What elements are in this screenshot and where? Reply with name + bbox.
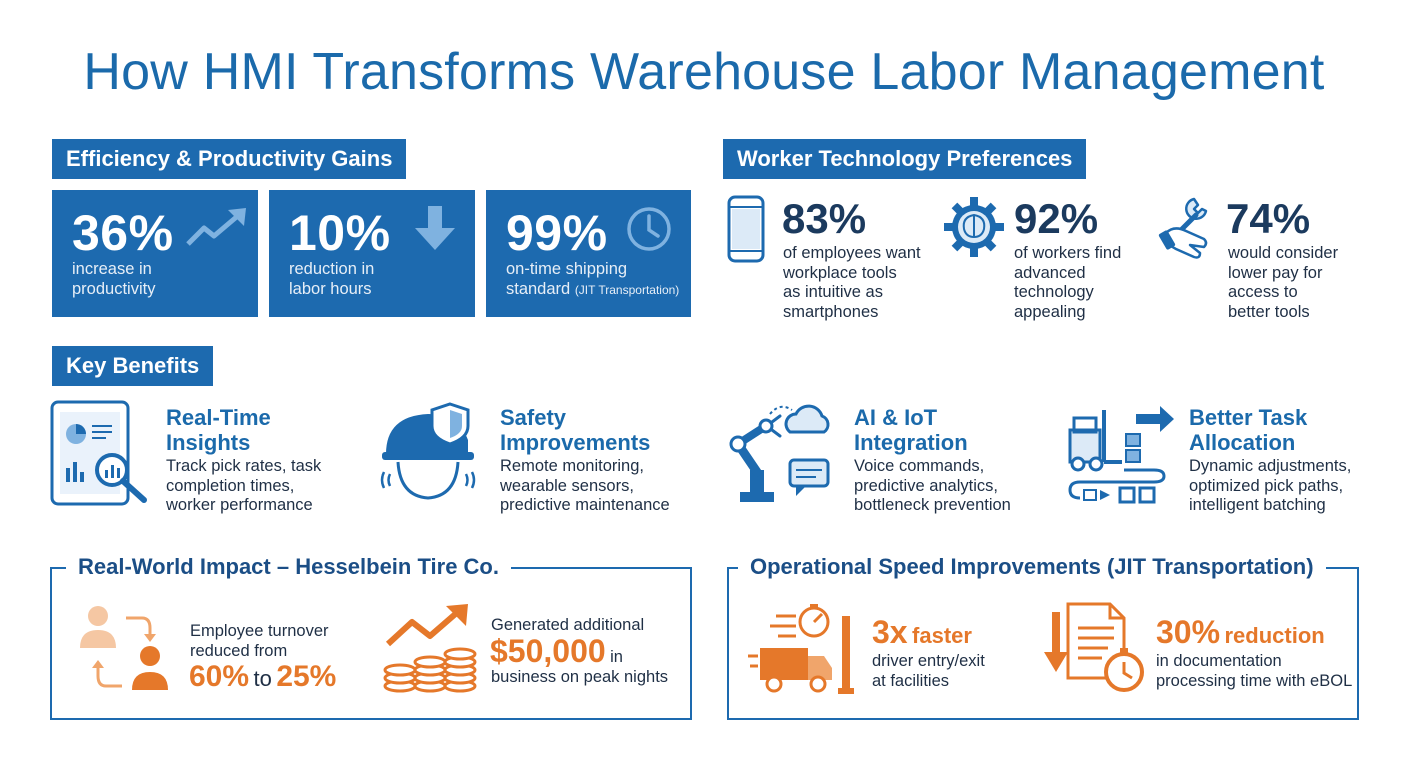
driver-line: at facilities xyxy=(872,671,950,690)
docs-line: processing time with eBOL xyxy=(1156,671,1353,690)
stat-line: on-time shipping xyxy=(506,260,628,278)
turnover-line: Employee turnover xyxy=(190,622,329,640)
driver-value: 3x xyxy=(872,614,908,650)
stat-labor-hours: 10% reduction in labor hours xyxy=(269,190,475,317)
benefit-better-task-allocation: Better Task Allocation Dynamic adjustmen… xyxy=(1064,400,1384,520)
business-in-word: in xyxy=(610,648,623,666)
stat-value: 36% xyxy=(72,205,174,261)
clock-icon xyxy=(627,207,671,251)
turnover-to-word: to xyxy=(253,666,272,691)
benefit-ai-iot-integration: AI & IoT Integration Voice commands, pre… xyxy=(724,400,1044,520)
pref-better-tools: 74% would consider lower pay for access … xyxy=(1158,195,1370,325)
efficiency-heading: Efficiency & Productivity Gains xyxy=(52,139,407,179)
benefit-safety-improvements: Safety Improvements Remote monitoring, w… xyxy=(378,400,698,520)
pref-line: lower pay for xyxy=(1228,263,1323,282)
benefit-title: Safety xyxy=(500,405,567,430)
gear-brain-icon xyxy=(944,197,1004,257)
coins-growth-icon xyxy=(383,604,477,693)
hardhat-shield-icon xyxy=(380,402,476,500)
docs-line: in documentation xyxy=(1156,652,1282,670)
preferences-heading: Worker Technology Preferences xyxy=(723,139,1087,179)
benefit-line: optimized pick paths, xyxy=(1189,476,1344,495)
benefit-title: Real-Time xyxy=(166,405,271,430)
page-title: How HMI Transforms Warehouse Labor Manag… xyxy=(83,43,1325,101)
impact-heading: Real-World Impact – Hesselbein Tire Co. xyxy=(66,554,511,580)
business-line: Generated additional xyxy=(491,616,645,634)
stat-value: 99% xyxy=(506,205,608,261)
benefit-title: AI & IoT xyxy=(854,405,938,430)
pref-line: as intuitive as xyxy=(783,283,883,301)
driver-line: driver entry/exit xyxy=(872,652,985,670)
benefit-line: completion times, xyxy=(166,476,295,495)
pref-line: access to xyxy=(1228,283,1298,301)
pref-line: of employees want xyxy=(783,244,921,262)
pref-line: advanced xyxy=(1014,263,1086,282)
stat-line: productivity xyxy=(72,279,156,298)
stat-line: increase in xyxy=(72,260,152,278)
docs-value: 30% xyxy=(1156,614,1221,650)
business-amount: $50,000 xyxy=(490,633,606,669)
driver-suffix: faster xyxy=(912,623,972,648)
stat-note: (JIT Transportation) xyxy=(574,282,680,297)
stat-line: standard xyxy=(506,279,571,298)
docs-suffix: reduction xyxy=(1224,623,1325,648)
stat-productivity: 36% increase in productivity xyxy=(52,190,258,317)
robot-arm-cloud-icon xyxy=(729,404,830,502)
trending-up-icon xyxy=(186,208,246,246)
pref-value: 92% xyxy=(1014,195,1099,242)
pref-intuitive-tools: 83% of employees want workplace tools as… xyxy=(726,195,936,325)
hand-wrench-icon xyxy=(1158,197,1208,259)
benefit-line: predictive maintenance xyxy=(500,496,670,514)
pref-line: better tools xyxy=(1228,302,1310,321)
people-cycle-icon xyxy=(80,606,168,690)
arrow-down-icon xyxy=(415,206,455,250)
stat-line: reduction in xyxy=(289,260,375,278)
benefit-title: Better Task xyxy=(1189,405,1308,430)
benefit-line: Remote monitoring, xyxy=(500,457,644,475)
stat-line: labor hours xyxy=(289,279,372,298)
pref-line: appealing xyxy=(1014,302,1086,321)
stat-value: 10% xyxy=(289,205,391,261)
turnover-line: reduced from xyxy=(190,641,288,660)
benefit-line: bottleneck prevention xyxy=(854,496,1011,514)
benefit-title: Integration xyxy=(854,430,968,455)
benefit-line: Voice commands, xyxy=(854,457,985,475)
pref-advanced-technology: 92% of workers find advanced technology … xyxy=(942,195,1152,325)
benefit-line: Track pick rates, task xyxy=(166,457,322,475)
pref-line: of workers find xyxy=(1014,244,1122,262)
business-line: business on peak nights xyxy=(491,668,669,686)
benefits-heading: Key Benefits xyxy=(52,346,214,386)
speed-heading: Operational Speed Improvements (JIT Tran… xyxy=(738,554,1326,580)
benefit-line: Dynamic adjustments, xyxy=(1189,457,1352,475)
tablet-analytics-icon xyxy=(50,400,147,506)
turnover-to: 25% xyxy=(276,660,337,693)
fast-truck-icon xyxy=(748,604,854,694)
pref-line: technology xyxy=(1014,283,1094,301)
stat-on-time-shipping: 99% on-time shipping standard (JIT Trans… xyxy=(486,190,691,317)
document-timer-icon xyxy=(1044,602,1144,692)
smartphone-icon xyxy=(727,195,765,263)
pref-line: would consider xyxy=(1228,244,1339,262)
benefit-title: Improvements xyxy=(500,430,651,455)
benefit-line: worker performance xyxy=(166,496,313,514)
pref-line: smartphones xyxy=(783,302,879,321)
forklift-flow-icon xyxy=(1068,406,1174,504)
benefit-title: Insights xyxy=(166,430,251,455)
benefit-line: wearable sensors, xyxy=(500,476,634,495)
pref-value: 74% xyxy=(1226,195,1311,242)
benefit-real-time-insights: Real-Time Insights Track pick rates, tas… xyxy=(50,400,370,520)
pref-line: workplace tools xyxy=(783,263,897,282)
pref-value: 83% xyxy=(782,195,867,242)
benefit-line: intelligent batching xyxy=(1189,496,1326,514)
benefit-line: predictive analytics, xyxy=(854,476,998,495)
turnover-from: 60% xyxy=(189,660,250,693)
benefit-title: Allocation xyxy=(1189,430,1296,455)
